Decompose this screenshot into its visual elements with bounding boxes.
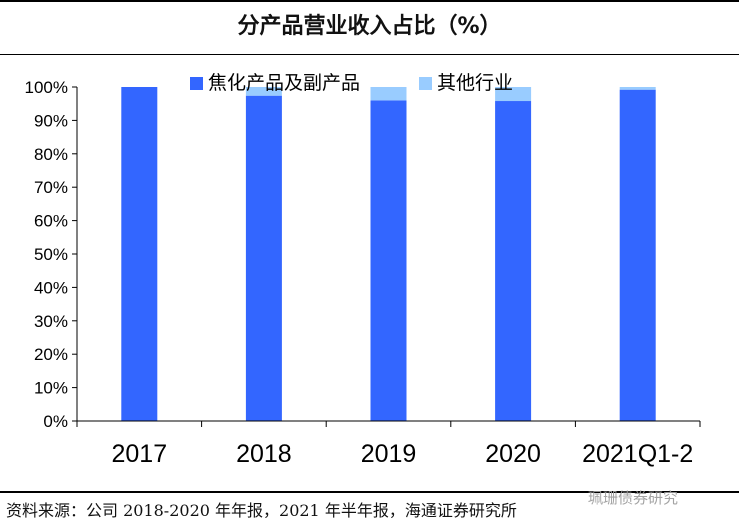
stacked-bar-chart: 0%10%20%30%40%50%60%70%80%90%100% 2017 20… [25, 72, 701, 468]
y-tick-label: 50% [34, 245, 68, 264]
bar-segment-other [370, 87, 407, 101]
bar-segment-coking [370, 100, 407, 422]
bar-segment-coking [121, 87, 158, 421]
y-tick-label: 60% [34, 212, 68, 231]
bar-segment-coking [245, 95, 282, 422]
legend-swatch-other [419, 77, 432, 90]
legend-label: 其他行业 [437, 72, 513, 94]
source-note: 资料来源：公司 2018-2020 年年报，2021 年半年报，海通证券研究所 [6, 501, 517, 520]
bar-segment-coking [495, 101, 532, 421]
y-tick-label: 30% [34, 312, 68, 331]
x-axis: 2017 2018 2019 2020 2021Q1-2 [76, 420, 701, 468]
title-divider [0, 54, 739, 55]
y-tick-label: 90% [34, 111, 68, 130]
watermark: 珮珊债券研究 [588, 489, 679, 507]
bar-segment-other [619, 87, 656, 90]
footer-divider [0, 491, 739, 493]
legend-swatch-coking [190, 77, 203, 90]
y-tick-label: 20% [34, 345, 68, 364]
bars [121, 87, 656, 422]
bar-segment-other [495, 87, 532, 102]
x-tick-label: 2020 [485, 440, 541, 468]
y-tick-label: 70% [34, 178, 68, 197]
chart-title: 分产品营业收入占比（%） [237, 14, 502, 39]
x-tick-label: 2017 [111, 440, 167, 468]
legend: 焦化产品及副产品 其他行业 [190, 72, 513, 94]
y-tick-label: 100% [25, 78, 68, 97]
bar-segment-coking [619, 89, 656, 421]
bar-segment-other [245, 87, 282, 96]
legend-label: 焦化产品及副产品 [208, 72, 360, 94]
x-tick-label: 2021Q1-2 [582, 440, 693, 468]
x-tick-label: 2018 [236, 440, 292, 468]
y-tick-label: 0% [43, 412, 68, 431]
x-tick-label: 2019 [361, 440, 417, 468]
top-border [0, 0, 739, 2]
y-tick-label: 10% [34, 379, 68, 398]
y-tick-label: 80% [34, 145, 68, 164]
y-axis-ticks: 0% 10% 20% 30% 40% 50% 60% 70% 80% 90% 100% [25, 78, 77, 431]
y-tick-label: 40% [34, 278, 68, 297]
